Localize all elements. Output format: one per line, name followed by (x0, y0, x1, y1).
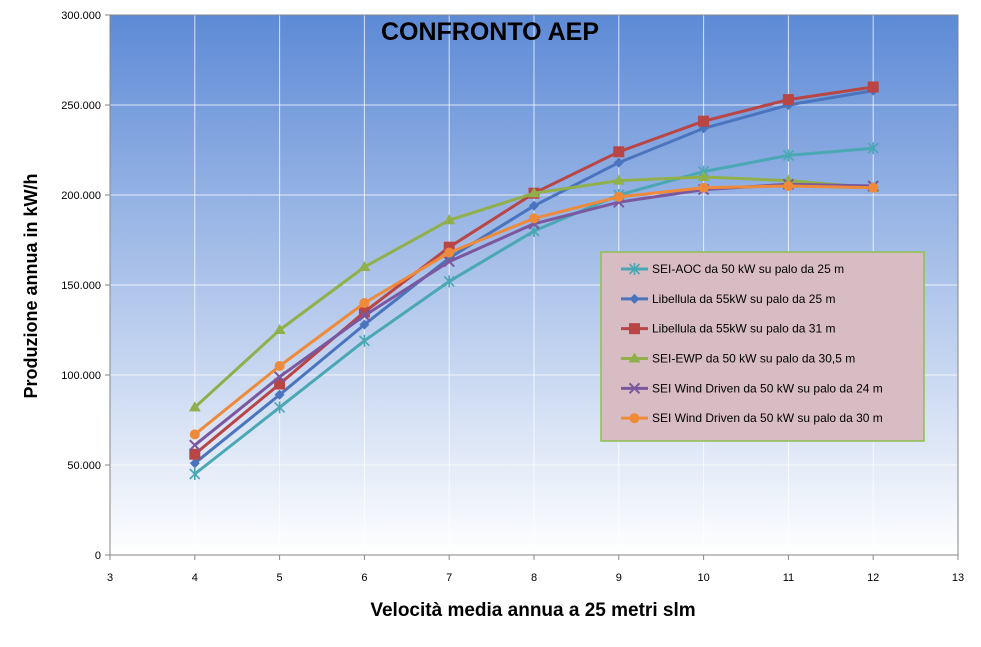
x-tick-label: 9 (616, 572, 622, 584)
legend-label: SEI-AOC da 50 kW su palo da 25 m (652, 262, 844, 276)
y-tick-label: 300.000 (61, 10, 101, 22)
data-point (358, 261, 371, 271)
legend-swatch-marker (628, 263, 641, 275)
legend: SEI-AOC da 50 kW su palo da 25 m Libellul… (600, 251, 925, 442)
y-tick-label: 50.000 (67, 460, 101, 472)
data-point (867, 81, 879, 93)
axes: 0 50.000 100.000 150.000 200.000 250.000 300.0… (61, 10, 964, 584)
legend-label: SEI Wind Driven da 50 kW su palo da 24 m (652, 381, 883, 395)
data-point (358, 309, 371, 322)
data-point (613, 191, 624, 202)
data-point (698, 115, 710, 127)
legend-label: SEI-EWP da 50 kW su palo da 30,5 m (652, 352, 855, 366)
data-point (867, 142, 879, 155)
x-tick-label: 4 (192, 572, 198, 584)
data-point (189, 448, 201, 460)
data-point (274, 401, 286, 414)
data-point (359, 319, 370, 330)
legend-entry: SEI-AOC da 50 kW su palo da 25 m (621, 262, 844, 276)
data-point (359, 298, 370, 308)
data-point (358, 334, 370, 347)
data-point (443, 275, 455, 288)
legend-entry: Libellula da 55kW su palo da 25 m (621, 292, 835, 306)
data-point (443, 214, 456, 225)
data-point (188, 401, 201, 412)
data-point (274, 389, 285, 400)
y-tick-label: 200.000 (61, 190, 101, 202)
legend-label: Libellula da 55kW su palo da 31 m (652, 322, 835, 336)
data-point (274, 361, 285, 371)
series-group (188, 81, 880, 480)
x-tick-label: 5 (277, 572, 283, 584)
legend-label: Libellula da 55kW su palo da 25 m (652, 292, 835, 306)
legend-entry: SEI-EWP da 50 kW su palo da 30,5 m (621, 352, 855, 366)
data-point (274, 378, 286, 390)
x-tick-label: 11 (783, 572, 794, 584)
data-point (189, 468, 201, 480)
legend-swatch-marker (629, 323, 640, 335)
data-point (529, 213, 539, 224)
data-point (698, 182, 709, 193)
x-tick-label: 7 (446, 572, 452, 584)
x-tick-label: 3 (107, 572, 113, 584)
data-point (444, 247, 455, 258)
data-point (782, 149, 794, 162)
data-point (189, 458, 200, 469)
legend-entry: SEI Wind Driven da 50 kW su palo da 30 m (621, 411, 883, 425)
data-point (443, 255, 455, 268)
x-tick-label: 10 (697, 572, 709, 584)
x-tick-label: 6 (361, 572, 367, 584)
x-axis-label: Velocità media annua a 25 metri slm (370, 600, 695, 621)
series-6 (189, 181, 879, 440)
data-point (528, 187, 540, 198)
data-point (783, 181, 794, 191)
legend-swatch-marker (628, 352, 641, 363)
y-tick-label: 0 (95, 550, 101, 562)
data-point (529, 200, 539, 211)
x-tick-label: 13 (952, 572, 964, 584)
y-tick-label: 150.000 (61, 280, 101, 292)
data-point (189, 439, 201, 451)
data-point (273, 371, 286, 383)
legend-label: SEI Wind Driven da 50 kW su palo da 30 m (652, 411, 883, 425)
y-tick-label: 100.000 (61, 370, 101, 382)
legend-entry: Libellula da 55kW su palo da 31 m (621, 322, 835, 336)
data-point (189, 429, 200, 440)
data-point (868, 182, 879, 193)
data-point (612, 174, 625, 185)
legend-swatch-marker (629, 293, 640, 304)
legend-entry: SEI Wind Driven da 50 kW su palo da 24 m (621, 381, 883, 395)
y-axis-label: Produzione annua in kW/h (21, 174, 41, 399)
legend-swatch-marker (629, 413, 640, 424)
data-point (697, 171, 710, 181)
legend-box (600, 251, 925, 442)
x-tick-label: 8 (531, 572, 537, 584)
x-tick-label: 12 (867, 572, 879, 584)
data-point (273, 324, 286, 334)
legend-swatch-marker (628, 382, 641, 395)
y-tick-label: 250.000 (61, 100, 101, 112)
chart-title: CONFRONTO AEP (381, 18, 599, 46)
data-point (613, 157, 624, 168)
data-point (613, 146, 625, 158)
data-point (782, 94, 794, 106)
